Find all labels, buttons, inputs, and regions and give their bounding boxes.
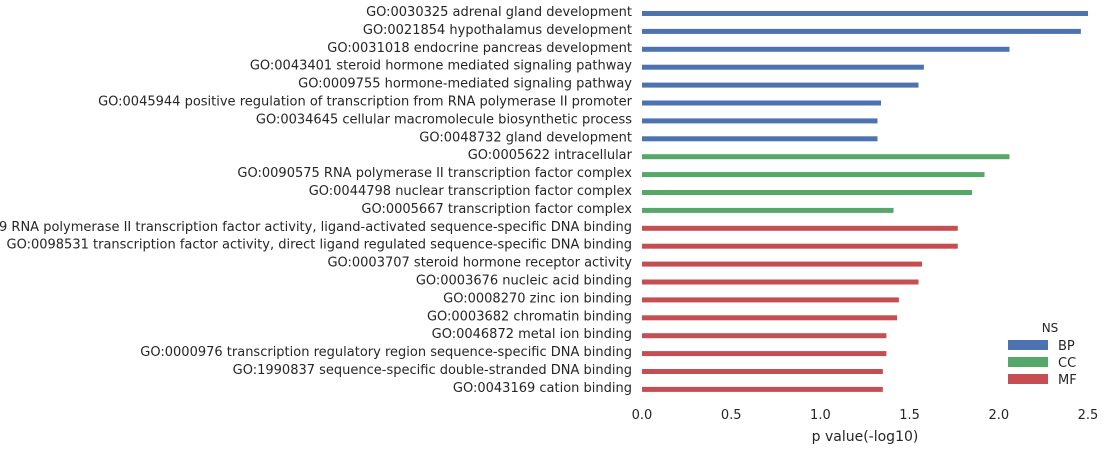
bar (642, 261, 923, 267)
bar (642, 386, 883, 392)
bar (642, 136, 878, 142)
legend: NS BP CC MF (1008, 321, 1077, 388)
bar (642, 369, 883, 374)
bar (642, 172, 985, 178)
y-tick-label: GO:0046872 metal ion binding (432, 327, 632, 342)
y-tick-label: GO:0000976 transcription regulatory regi… (140, 345, 632, 360)
y-tick-labels: GO:0030325 adrenal gland development GO:0… (0, 5, 633, 396)
legend-swatch (1008, 340, 1048, 350)
x-tick-label: 0.0 (632, 408, 653, 423)
bar (642, 279, 919, 285)
bar (642, 100, 882, 106)
x-tick-label: 1.5 (899, 408, 920, 423)
bar (642, 225, 958, 231)
x-tick-label: 1.0 (810, 408, 831, 423)
bar (642, 315, 898, 321)
bars-layer (642, 11, 1088, 392)
legend-entry: MF (1058, 373, 1077, 388)
legend-entry: BP (1058, 339, 1075, 354)
bar (642, 351, 887, 357)
bar (642, 64, 924, 70)
y-tick-label: GO:0090575 RNA polymerase II transcripti… (237, 166, 632, 181)
y-tick-label: GO:0044798 nuclear transcription factor … (309, 184, 633, 199)
bar (642, 190, 973, 195)
bar (642, 118, 878, 124)
y-tick-label: GO:0045944 positive regulation of transc… (98, 95, 633, 110)
y-tick-label: GO:0003676 nucleic acid binding (416, 274, 632, 289)
y-tick-label: GO:0043401 steroid hormone mediated sign… (250, 59, 632, 74)
y-tick-label: GO:0004879 RNA polymerase II transcripti… (0, 220, 632, 235)
legend-title: NS (1042, 321, 1059, 335)
y-tick-label: GO:1990837 sequence-specific double-stra… (233, 363, 632, 378)
y-tick-label: GO:0005622 intracellular (468, 148, 633, 163)
y-tick-label: GO:0003707 steroid hormone receptor acti… (327, 256, 632, 271)
y-tick-label: GO:0043169 cation binding (453, 381, 632, 396)
bar (642, 154, 1010, 160)
y-tick-label: GO:0003682 chromatin binding (427, 309, 632, 324)
bar (642, 243, 958, 249)
legend-entry: CC (1058, 356, 1076, 371)
bar (642, 297, 899, 303)
y-tick-label: GO:0009755 hormone-mediated signaling pa… (298, 77, 632, 92)
bar (642, 46, 1010, 52)
y-tick-label: GO:0034645 cellular macromolecule biosyn… (256, 112, 632, 127)
legend-swatch (1008, 374, 1048, 384)
x-axis-label: p value(-log10) (812, 429, 919, 445)
y-tick-label: GO:0005667 transcription factor complex (361, 202, 632, 217)
bar (642, 333, 887, 339)
y-tick-label: GO:0021854 hypothalamus development (363, 23, 632, 38)
x-tick-label: 0.5 (721, 408, 742, 423)
x-tick-labels: 0.0 0.5 1.0 1.5 2.0 2.5 (632, 408, 1099, 423)
bar (642, 28, 1081, 34)
x-tick-label: 2.0 (988, 408, 1009, 423)
y-tick-label: GO:0008270 zinc ion binding (443, 291, 632, 306)
y-tick-label: GO:0098531 transcription factor activity… (7, 238, 632, 253)
y-tick-label: GO:0048732 gland development (419, 130, 632, 145)
bar (642, 207, 894, 213)
x-tick-label: 2.5 (1078, 408, 1099, 423)
y-tick-label: GO:0030325 adrenal gland development (366, 5, 632, 20)
y-tick-label: GO:0031018 endocrine pancreas developmen… (327, 41, 632, 56)
legend-swatch (1008, 357, 1048, 367)
bar (642, 82, 919, 88)
bar (642, 11, 1088, 16)
